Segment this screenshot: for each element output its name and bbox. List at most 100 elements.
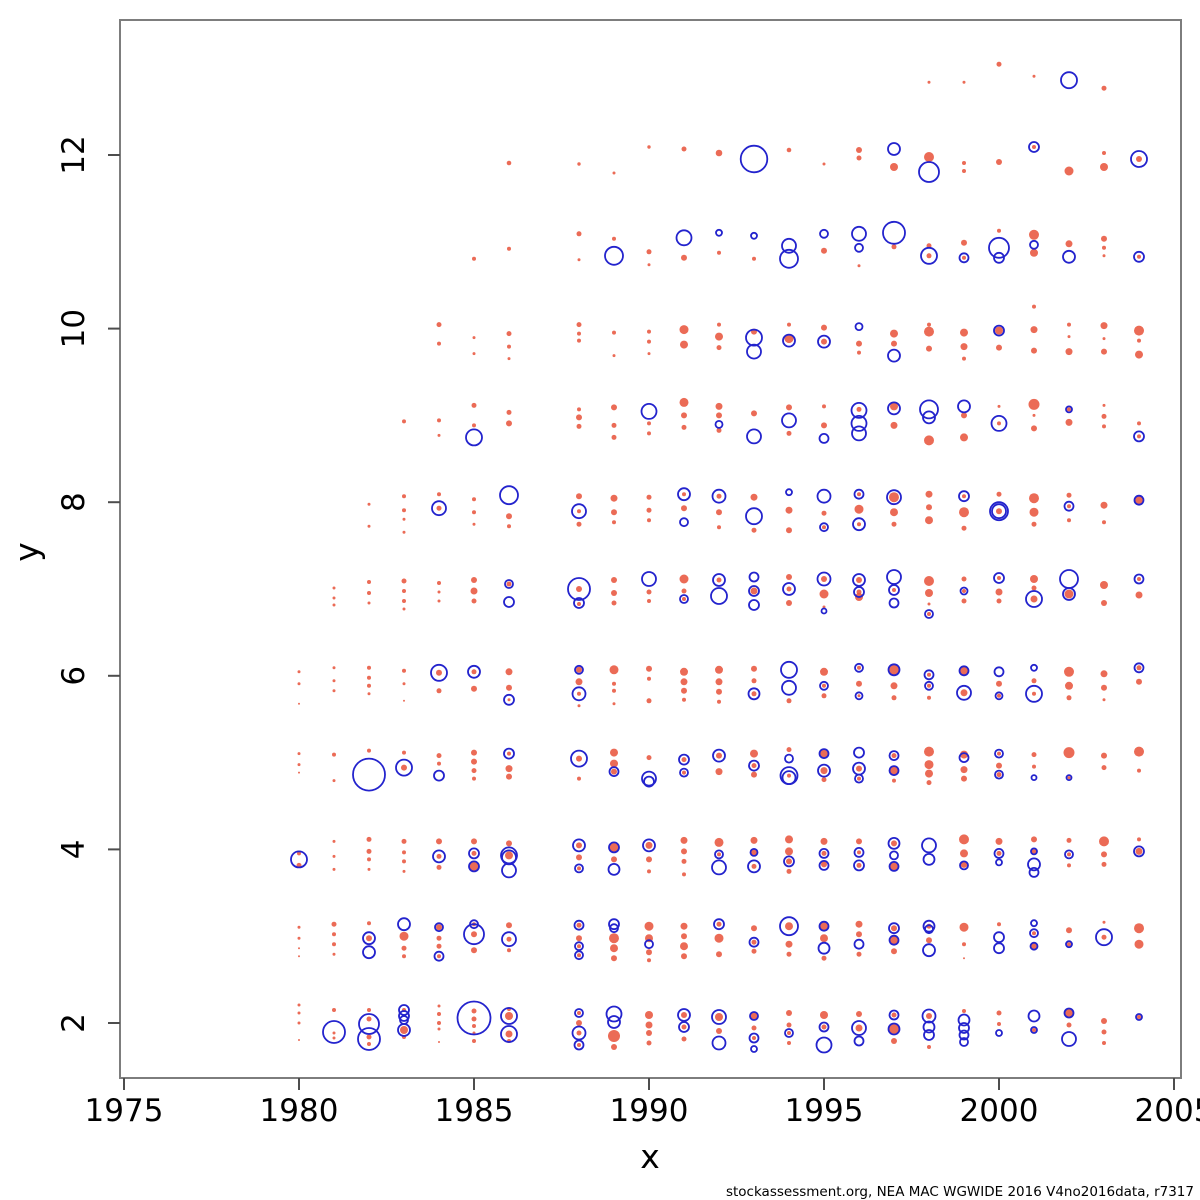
data-point-red [1067, 852, 1071, 857]
data-point-blue [465, 428, 483, 447]
data-point-blue [887, 142, 901, 156]
data-point-red [647, 599, 651, 603]
data-point-red [751, 939, 757, 945]
data-point-red [1137, 768, 1141, 773]
data-point-red [436, 688, 442, 694]
y-tick-label: 12 [56, 135, 92, 174]
data-point-red [298, 947, 300, 950]
data-point-red [890, 936, 898, 945]
data-point-red [402, 599, 406, 603]
data-point-red [822, 525, 826, 530]
data-point-red [822, 162, 826, 166]
data-point-red [786, 147, 792, 153]
data-point-red [996, 598, 1002, 604]
data-point-red [646, 856, 652, 863]
data-point-red [927, 672, 931, 677]
data-point-red [961, 412, 967, 419]
data-point-red [507, 948, 511, 953]
data-point-red [962, 169, 966, 173]
data-point-red [506, 936, 512, 942]
data-point-red [506, 409, 512, 415]
data-point-red [469, 861, 479, 871]
data-point-red [576, 842, 582, 849]
data-point-blue [924, 609, 934, 619]
data-point-blue [853, 938, 865, 950]
data-point-red [1030, 595, 1038, 603]
data-point-red [821, 955, 827, 961]
data-point-red [1100, 163, 1108, 171]
data-point-red [995, 837, 1003, 845]
data-point-blue [433, 950, 445, 962]
data-point-red [436, 853, 442, 859]
plot-border [119, 19, 1182, 1079]
data-point-red [436, 505, 442, 511]
data-point-red [961, 598, 967, 604]
data-point-red [367, 867, 371, 871]
data-point-red [1134, 939, 1144, 949]
data-point-red [1137, 577, 1141, 581]
data-point-blue [679, 594, 689, 604]
data-point-red [751, 691, 757, 697]
data-point-blue [739, 144, 769, 174]
data-point-red [681, 1036, 687, 1042]
data-point-blue [574, 664, 584, 675]
data-point-red [926, 253, 932, 259]
data-point-red [822, 404, 826, 409]
data-point-red [891, 925, 897, 932]
data-point-blue [854, 691, 864, 701]
data-point-red [400, 1026, 408, 1034]
data-point-blue [573, 597, 585, 609]
data-point-red [611, 1044, 617, 1050]
data-point-blue [501, 862, 517, 879]
data-point-red [507, 246, 511, 251]
data-point-red [996, 680, 1002, 687]
data-point-blue [607, 1015, 621, 1029]
data-point-red [856, 406, 862, 412]
data-point-red [401, 578, 407, 584]
data-point-red [576, 1030, 582, 1036]
data-point-red [1032, 1028, 1036, 1032]
data-point-blue [781, 679, 797, 696]
data-point-red [472, 522, 476, 526]
data-point-red [646, 665, 652, 672]
data-point-blue [503, 596, 515, 608]
data-point-red [681, 254, 687, 261]
data-point-red [960, 766, 968, 774]
data-point-red [506, 331, 512, 337]
data-point-red [577, 602, 581, 606]
data-point-red [611, 434, 617, 440]
data-point-red [332, 752, 336, 757]
data-point-blue [1130, 150, 1148, 168]
data-point-red [889, 1024, 899, 1034]
data-point-red [470, 587, 478, 595]
data-point-blue [675, 229, 693, 247]
data-point-red [506, 513, 512, 520]
data-point-red [1135, 591, 1143, 599]
data-point-red [926, 504, 932, 511]
data-point-red [857, 264, 861, 268]
data-point-red [890, 508, 898, 517]
data-point-blue [1133, 573, 1145, 585]
data-point-red [927, 322, 931, 327]
data-point-blue [745, 328, 763, 347]
data-point-red [681, 146, 687, 152]
data-point-red [647, 518, 651, 523]
data-point-red [856, 155, 862, 161]
data-point-blue [608, 841, 620, 854]
data-point-red [997, 1022, 1001, 1026]
data-point-red [610, 759, 618, 768]
data-point-red [927, 80, 931, 84]
data-point-red [1135, 350, 1143, 359]
data-point-red [716, 688, 722, 695]
data-point-red [681, 687, 687, 694]
data-point-blue [746, 428, 762, 445]
data-point-red [786, 868, 792, 874]
data-point-red [472, 497, 476, 502]
data-point-red [926, 345, 932, 352]
data-point-red [1064, 666, 1074, 677]
data-point-red [1134, 746, 1144, 757]
data-point-blue [785, 488, 793, 497]
data-point-red [611, 404, 617, 411]
data-point-blue [1029, 941, 1039, 951]
